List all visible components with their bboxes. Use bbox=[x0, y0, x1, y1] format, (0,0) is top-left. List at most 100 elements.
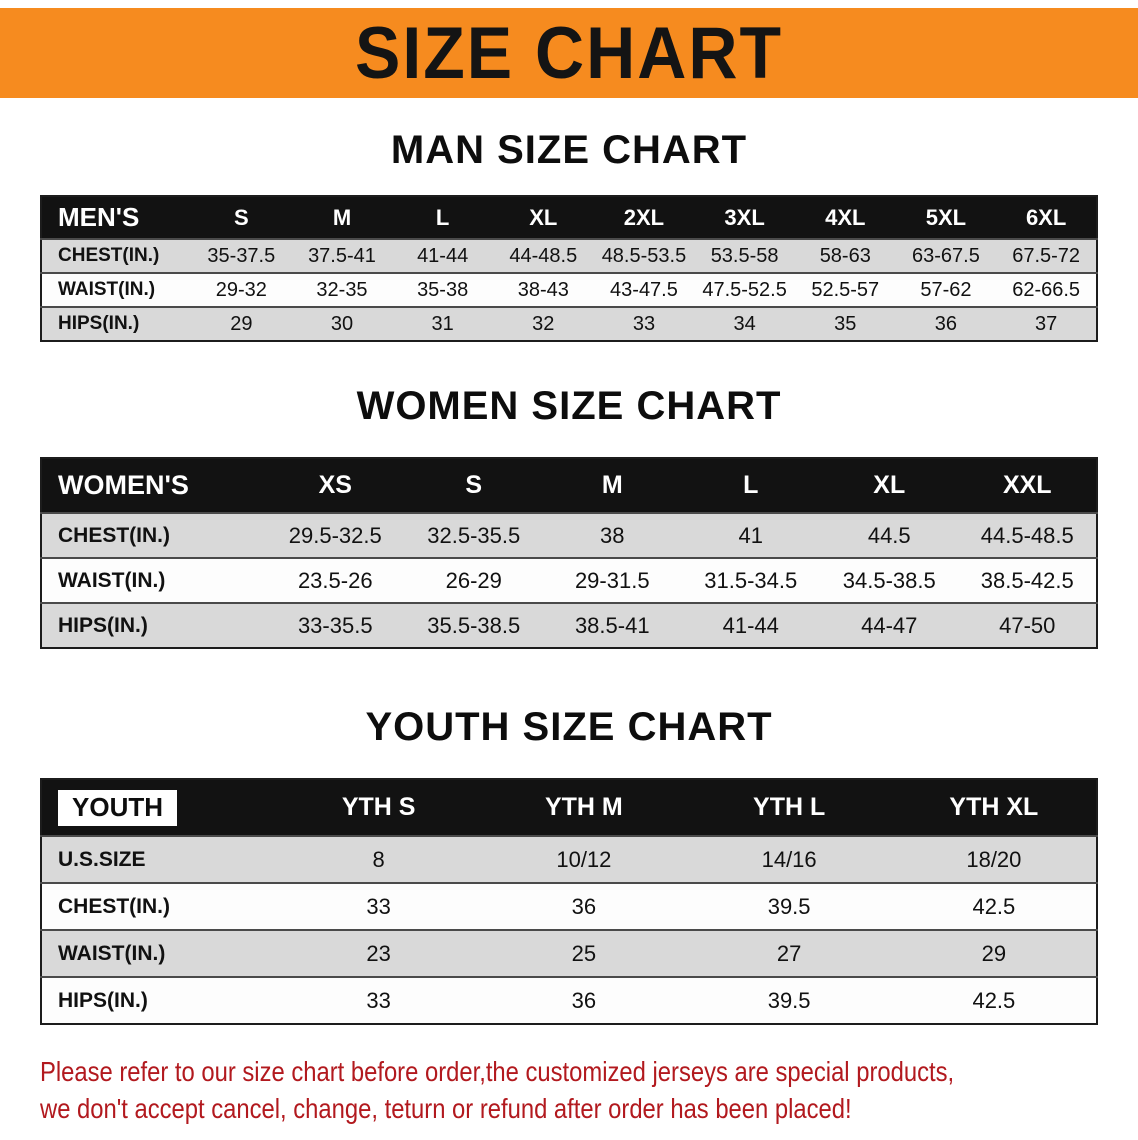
size-value: 67.5-72 bbox=[996, 238, 1097, 273]
banner: SIZE CHART bbox=[0, 8, 1138, 98]
size-value: 44.5-48.5 bbox=[958, 512, 1097, 558]
size-value: 62-66.5 bbox=[996, 272, 1097, 307]
header-label: L bbox=[435, 204, 450, 230]
row-label: HIPS(IN.) bbox=[41, 306, 191, 341]
youth-table-header-row: YOUTH YTH S YTH M YTH L YTH XL bbox=[41, 779, 1097, 836]
header-label: L bbox=[743, 471, 759, 499]
size-value: 37 bbox=[996, 306, 1097, 341]
women-size-chart-heading: WOMEN SIZE CHART bbox=[356, 384, 782, 428]
header-label: 5XL bbox=[925, 204, 967, 230]
size-value: 36 bbox=[481, 882, 687, 930]
size-value: 32.5-35.5 bbox=[404, 512, 543, 558]
size-value: 41-44 bbox=[681, 602, 820, 648]
disclaimer: Please refer to our size chart before or… bbox=[40, 1053, 973, 1127]
size-value: 39.5 bbox=[686, 976, 892, 1024]
table-row: HIPS(IN.) 33-35.5 35.5-38.5 38.5-41 41-44 44-… bbox=[41, 602, 1097, 648]
size-value: 35-37.5 bbox=[191, 238, 292, 273]
size-value: 38.5-41 bbox=[543, 602, 682, 648]
size-column-header: 4XL bbox=[794, 196, 896, 239]
size-column-header: YTH XL bbox=[891, 779, 1097, 836]
size-value: 39.5 bbox=[686, 882, 892, 930]
size-value: 30 bbox=[291, 306, 393, 341]
size-value: 23 bbox=[276, 929, 482, 977]
size-column-header: XL bbox=[820, 458, 959, 513]
row-label: WAIST(IN.) bbox=[41, 557, 266, 603]
size-value: 33 bbox=[276, 882, 482, 930]
size-value: 53.5-58 bbox=[694, 238, 795, 273]
size-value: 31 bbox=[392, 306, 493, 341]
table-row: HIPS(IN.) 29 30 31 32 33 34 35 36 37 bbox=[41, 306, 1097, 341]
header-label: M bbox=[332, 204, 352, 230]
header-label: 3XL bbox=[724, 204, 765, 230]
size-column-header: L bbox=[681, 458, 820, 513]
size-value: 33-35.5 bbox=[266, 602, 405, 648]
page-title: SIZE CHART bbox=[355, 11, 783, 95]
row-label: CHEST(IN.) bbox=[41, 882, 276, 930]
size-column-header: 6XL bbox=[996, 196, 1097, 239]
row-label: HIPS(IN.) bbox=[41, 602, 266, 648]
size-value: 44-47 bbox=[820, 602, 959, 648]
size-column-header: S bbox=[404, 458, 543, 513]
man-table-header-row: MEN'S S M L XL 2XL 3XL 4XL 5XL 6XL bbox=[41, 196, 1097, 239]
size-value: 29-31.5 bbox=[543, 557, 682, 603]
size-value: 27 bbox=[686, 929, 892, 977]
size-value: 29-32 bbox=[191, 272, 292, 307]
row-label: WAIST(IN.) bbox=[41, 929, 276, 977]
size-value: 34 bbox=[694, 306, 795, 341]
size-value: 23.5-26 bbox=[266, 557, 405, 603]
size-value: 35.5-38.5 bbox=[404, 602, 543, 648]
size-value: 38-43 bbox=[492, 272, 594, 307]
size-value: 14/16 bbox=[686, 835, 892, 883]
header-label: YOUTH bbox=[58, 789, 177, 826]
table-row: CHEST(IN.) 33 36 39.5 42.5 bbox=[41, 882, 1097, 930]
header-label: XL bbox=[873, 471, 906, 499]
size-value: 44-48.5 bbox=[492, 238, 594, 273]
header-label: MEN'S bbox=[58, 202, 140, 232]
size-column-header: XL bbox=[492, 196, 594, 239]
header-label: YTH M bbox=[544, 793, 623, 821]
size-value: 32 bbox=[492, 306, 594, 341]
youth-table-title: YOUTH bbox=[41, 779, 276, 836]
size-value: 57-62 bbox=[895, 272, 997, 307]
man-size-chart-heading: MAN SIZE CHART bbox=[390, 128, 748, 172]
size-value: 47.5-52.5 bbox=[694, 272, 795, 307]
youth-size-chart-heading: YOUTH SIZE CHART bbox=[365, 705, 773, 749]
size-value: 31.5-34.5 bbox=[681, 557, 820, 603]
table-row: WAIST(IN.) 23 25 27 29 bbox=[41, 929, 1097, 977]
header-label: YTH S bbox=[341, 793, 416, 821]
size-value: 29 bbox=[891, 929, 1097, 977]
size-column-header: 2XL bbox=[593, 196, 695, 239]
header-label: YTH L bbox=[753, 793, 826, 821]
size-column-header: M bbox=[543, 458, 682, 513]
row-label: CHEST(IN.) bbox=[41, 238, 191, 273]
header-label: YTH XL bbox=[949, 793, 1039, 821]
header-label: 6XL bbox=[1025, 204, 1067, 230]
size-value: 37.5-41 bbox=[291, 238, 393, 273]
size-column-header: XXL bbox=[958, 458, 1097, 513]
table-row: U.S.SIZE 8 10/12 14/16 18/20 bbox=[41, 835, 1097, 883]
size-value: 48.5-53.5 bbox=[593, 238, 695, 273]
size-value: 25 bbox=[481, 929, 687, 977]
size-chart-page: SIZE CHART MAN SIZE CHART MEN'S S M L XL 2XL 3X… bbox=[0, 8, 1138, 1127]
size-column-header: L bbox=[392, 196, 493, 239]
size-column-header: YTH L bbox=[686, 779, 892, 836]
table-row: WAIST(IN.) 23.5-26 26-29 29-31.5 31.5-34.5 34… bbox=[41, 557, 1097, 603]
size-value: 35 bbox=[794, 306, 896, 341]
size-value: 42.5 bbox=[891, 882, 1097, 930]
size-column-header: M bbox=[291, 196, 393, 239]
size-column-header: 3XL bbox=[694, 196, 795, 239]
size-value: 44.5 bbox=[820, 512, 959, 558]
header-label: S bbox=[233, 204, 249, 230]
size-value: 8 bbox=[276, 835, 482, 883]
size-value: 18/20 bbox=[891, 835, 1097, 883]
size-value: 29 bbox=[191, 306, 292, 341]
header-label: S bbox=[465, 471, 483, 499]
size-value: 29.5-32.5 bbox=[266, 512, 405, 558]
size-column-header: 5XL bbox=[895, 196, 997, 239]
size-value: 58-63 bbox=[794, 238, 896, 273]
size-value: 41 bbox=[681, 512, 820, 558]
disclaimer-line-1: Please refer to our size chart before or… bbox=[40, 1056, 955, 1087]
size-value: 32-35 bbox=[291, 272, 393, 307]
size-value: 42.5 bbox=[891, 976, 1097, 1024]
size-value: 33 bbox=[593, 306, 695, 341]
